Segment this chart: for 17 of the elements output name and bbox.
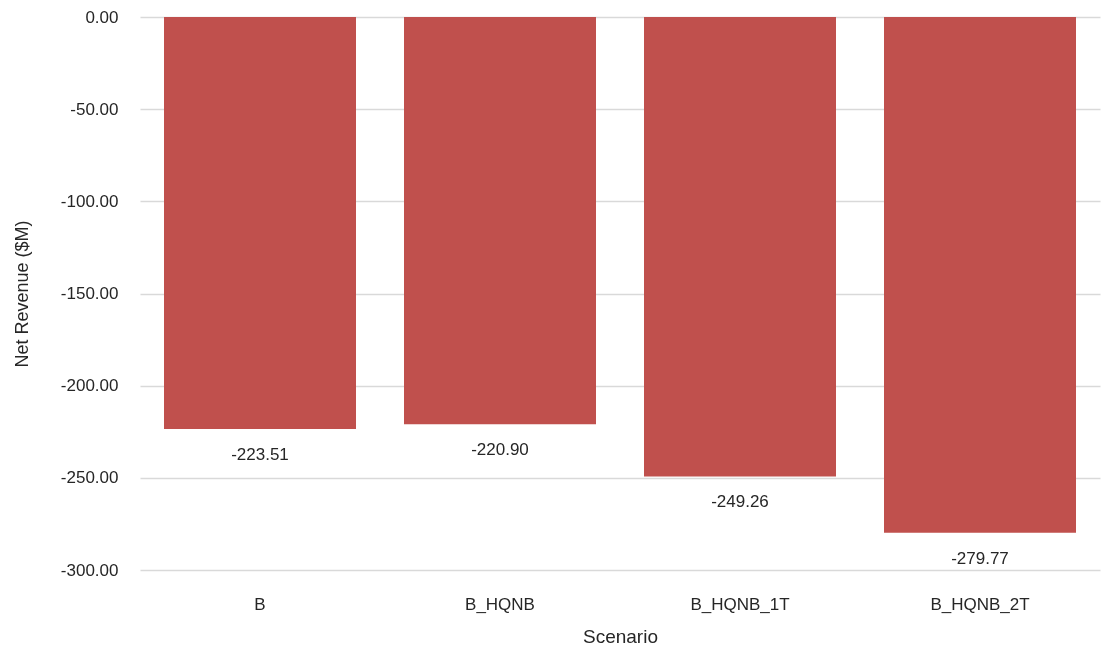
data-label: -223.51: [231, 445, 289, 464]
data-label: -220.90: [471, 440, 529, 460]
data-label: -279.77: [951, 548, 1009, 568]
x-tick-label: B_HQNB_2T: [930, 594, 1030, 614]
x-tick-label: B_HQNB_1T: [690, 594, 790, 614]
x-tick-label: B: [254, 594, 266, 614]
y-tick-label: -100.00: [60, 191, 119, 211]
y-tick-label: -250.00: [60, 468, 119, 488]
data-label: -249.26: [711, 492, 769, 512]
y-tick-label: -50.00: [70, 99, 119, 119]
y-tick-label: -200.00: [60, 376, 119, 396]
y-tick-label: -150.00: [60, 284, 119, 303]
x-tick-label: B_HQNB: [465, 594, 535, 614]
x-axis-title: Scenario: [583, 625, 658, 647]
y-tick-label: 0.00: [85, 7, 119, 27]
y-tick-label: -300.00: [60, 560, 119, 580]
y-axis-title: Net Revenue ($M): [11, 220, 32, 368]
